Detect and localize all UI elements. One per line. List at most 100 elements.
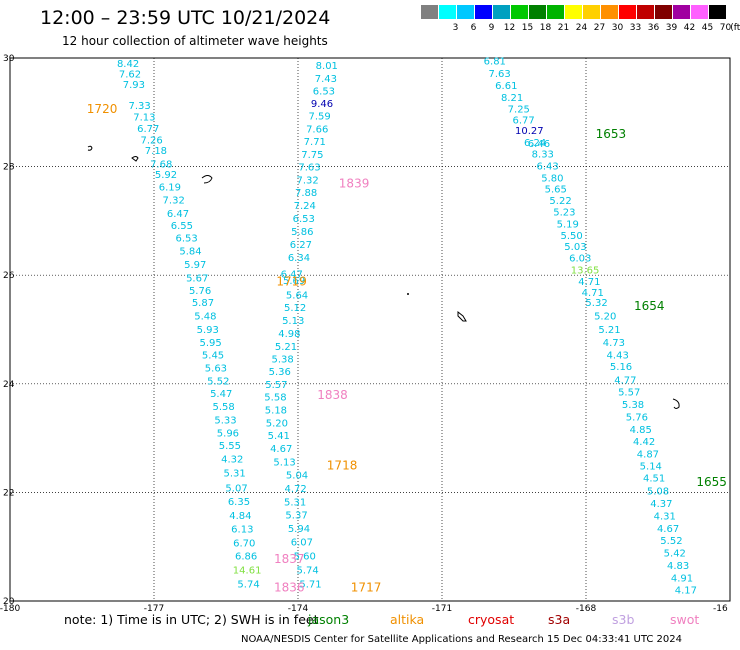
wave-height-value: 6.24 (524, 138, 546, 149)
legend-label: 15 (521, 23, 534, 33)
wave-height-value: 7.62 (119, 70, 141, 81)
satellite-s3b: s3b (612, 612, 635, 627)
wave-height-value: 5.86 (291, 227, 313, 238)
island-outlines (87, 145, 680, 409)
legend-swatch (583, 5, 600, 19)
wave-height-value: 4.42 (633, 437, 655, 448)
wave-height-value: 5.63 (205, 363, 227, 374)
wave-height-value: 5.71 (299, 579, 321, 590)
track-1654: 5.20 5.21 4.734.435.16 4.77 5.575.38 5.764.85… (594, 299, 665, 484)
wave-height-value: 5.31 (284, 497, 306, 508)
footnote: note: 1) Time is in UTC; 2) SWH is in fe… (64, 612, 319, 627)
wave-height-value: 6.34 (288, 253, 310, 264)
legend-swatch (547, 5, 564, 19)
wave-height-value: 5.36 (269, 367, 291, 378)
wave-height-value: 5.38 (272, 355, 294, 366)
axis-labels: -180 -177 -174 -171 -168 -16 30 28 26 24 22 20 (0, 54, 728, 614)
legend-label: 6 (470, 23, 477, 33)
track-1718: 5.04 4.72 5.31 5.37 5.94 6.07 5.60 5.74 5.71 1718 (284, 458, 357, 590)
satellite-cryosat: cryosat (468, 612, 515, 627)
wave-height-value: 5.87 (192, 298, 214, 309)
wave-height-value: 4.91 (671, 573, 693, 584)
wave-height-value: 5.57 (265, 380, 287, 391)
satellite-tracks: 8.427.627.937.337.136.777.267.187.685.92… (87, 57, 727, 597)
lat-tick-label: 24 (3, 380, 15, 390)
wave-height-value: 5.96 (217, 428, 239, 439)
wave-height-value: 6.47 (167, 209, 189, 220)
wave-height-value: 7.59 (308, 111, 330, 122)
track-1839: 8.017.436.539.467.597.667.717.757.637.32… (288, 61, 370, 264)
wave-height-value: 5.76 (626, 413, 648, 424)
track-1653: 6.817.636.618.217.256.7710.276.246.468.3… (484, 57, 626, 310)
credit-line: NOAA/NESDIS Center for Satellite Applica… (241, 634, 683, 645)
legend-swatch (691, 5, 708, 19)
legend-unit: (ft) (730, 23, 740, 33)
wave-height-value: 5.64 (286, 291, 308, 302)
wave-height-value: 6.13 (231, 525, 253, 536)
wave-height-value: 5.31 (224, 469, 246, 480)
wave-height-value: 5.12 (284, 303, 306, 314)
wave-height-value: 5.07 (225, 483, 247, 494)
wave-height-value: 5.95 (200, 338, 222, 349)
wave-height-value: 5.50 (560, 231, 582, 242)
wave-height-value: 7.18 (145, 146, 167, 157)
wave-height-value: 7.13 (133, 112, 155, 123)
island-2-shape (131, 156, 139, 162)
pass-time-label: 1655 (696, 475, 727, 489)
wave-height-value: 6.03 (569, 254, 591, 265)
wave-height-value: 7.24 (294, 201, 316, 212)
wave-height-value: 7.71 (304, 137, 326, 148)
wave-height-value: 6.77 (137, 124, 159, 135)
wave-height-value: 5.48 (194, 312, 216, 323)
legend-swatch (475, 5, 492, 19)
legend-label: 12 (503, 23, 516, 33)
lon-tick-label: -174 (288, 604, 309, 614)
pass-time-label: 1653 (596, 127, 627, 141)
wave-height-value: 5.22 (549, 196, 571, 207)
page-title: 12:00 – 23:59 UTC 10/21/2024 (40, 7, 331, 29)
wave-height-value: 5.08 (647, 487, 669, 498)
wave-height-value: 4.73 (603, 338, 625, 349)
wave-height-value: 5.55 (219, 441, 241, 452)
wave-height-value: 4.32 (221, 455, 243, 466)
legend-label: 70 (719, 23, 732, 33)
wave-height-value: 6.81 (484, 57, 506, 68)
legend-swatch (421, 5, 438, 19)
lon-tick-label: -177 (144, 604, 164, 614)
lon-tick-label: -168 (576, 604, 597, 614)
wave-height-value: 4.71 (578, 277, 600, 288)
pass-time-label: 1839 (339, 176, 370, 190)
wave-height-value: 5.93 (197, 325, 219, 336)
island-6-shape (672, 398, 680, 409)
legend-swatch (529, 5, 546, 19)
wave-height-value: 7.26 (140, 135, 162, 146)
wave-height-value: 4.67 (270, 444, 292, 455)
legend-swatch (493, 5, 510, 19)
wave-height-value: 5.60 (294, 552, 316, 563)
lon-tick-label: -180 (0, 604, 20, 614)
legend-label: 30 (611, 23, 624, 33)
page-subtitle: 12 hour collection of altimeter wave hei… (62, 34, 328, 48)
wave-height-value: 4.77 (614, 375, 636, 386)
satellite-key: jason3 altika cryosat s3a s3b swot (0, 612, 740, 630)
pass-time-label: 1836 (274, 580, 305, 594)
legend-swatch (619, 5, 636, 19)
track-1719: 6.475.69 5.645.12 5.13 4.98 5.21 5.385.36 5.57… (264, 269, 308, 468)
wave-height-value: 8.21 (501, 93, 523, 104)
wave-height-value: 10.27 (515, 126, 544, 137)
wave-height-value: 5.18 (265, 406, 287, 417)
wave-height-value: 5.38 (622, 400, 644, 411)
wave-height-value: 4.98 (278, 329, 300, 340)
wave-height-value: 6.61 (495, 81, 517, 92)
wave-height-value: 6.46 (528, 139, 550, 150)
wave-height-value: 5.47 (210, 389, 232, 400)
wave-height-value: 5.20 (594, 312, 616, 323)
wave-height-value: 6.55 (171, 221, 193, 232)
track-1838: 1838 (317, 388, 348, 402)
wave-height-value: 8.33 (532, 149, 554, 160)
lat-tick-label: 20 (3, 597, 15, 607)
wave-height-value: 4.17 (675, 585, 697, 596)
satellite-swot: swot (670, 612, 700, 627)
wave-height-value: 8.01 (316, 61, 338, 72)
